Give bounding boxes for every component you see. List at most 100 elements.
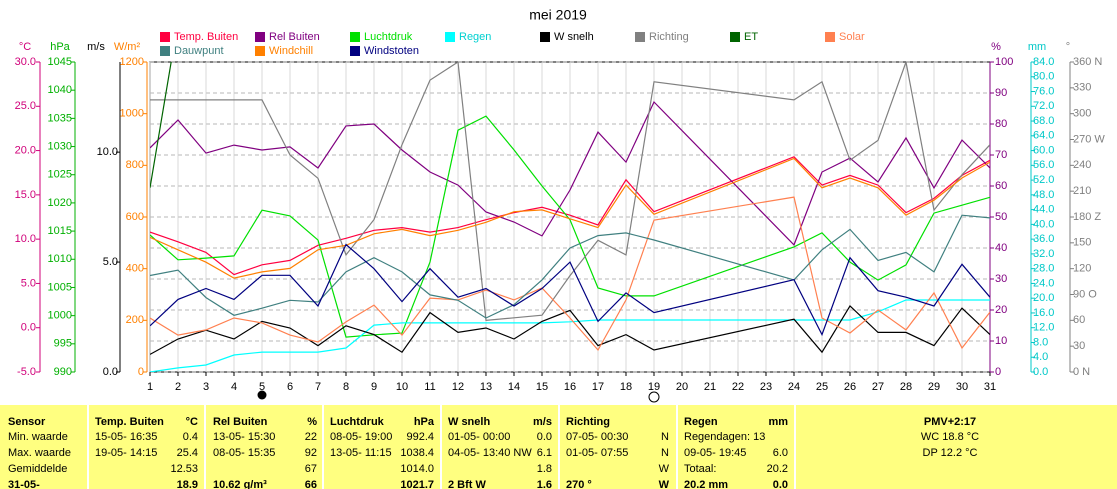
table-cell: Gemiddelde xyxy=(8,463,67,475)
x-tick-label: 17 xyxy=(592,381,604,393)
series-line xyxy=(150,305,990,355)
y-tick-label: 84.0 xyxy=(1033,56,1054,68)
y-tick-label: 330 xyxy=(1073,82,1091,94)
legend-label: Regen xyxy=(459,31,491,43)
y-tick-label: 64.0 xyxy=(1033,130,1054,142)
table-cell: DP 12.2 °C xyxy=(923,447,978,459)
table-cell: 1.8 xyxy=(537,463,552,475)
x-tick-label: 15 xyxy=(536,381,548,393)
table-cell: 04-05- 13:40 NW xyxy=(448,447,532,459)
y-tick-label: 68.0 xyxy=(1033,115,1054,127)
table-cell: Regendagen: 13 xyxy=(684,431,765,443)
legend-swatch xyxy=(350,46,360,56)
table-cell: 13-05- 15:30 xyxy=(213,431,275,443)
y-tick-label: 32.0 xyxy=(1033,248,1054,260)
axis-unit: hPa xyxy=(50,41,70,53)
y-tick-label: 300 xyxy=(1073,108,1091,120)
table-cell: Totaal: xyxy=(684,463,716,475)
y-tick-label: 60 xyxy=(995,180,1007,192)
table-cell: m/s xyxy=(533,416,552,428)
x-tick-label: 3 xyxy=(203,381,209,393)
x-tick-label: 2 xyxy=(175,381,181,393)
y-tick-label: 240 xyxy=(1073,159,1091,171)
y-tick-label: 40 xyxy=(995,242,1007,254)
y-tick-label: 12.0 xyxy=(1033,322,1054,334)
table-separators xyxy=(87,405,796,489)
y-tick-label: 1005 xyxy=(48,281,72,293)
table-cell: N xyxy=(661,447,669,459)
series-line xyxy=(150,214,990,319)
legend-swatch xyxy=(730,32,740,42)
table-cell: 12.53 xyxy=(170,463,198,475)
legend-label: Solar xyxy=(839,31,865,43)
table-cell: N xyxy=(661,431,669,443)
legend-swatch xyxy=(350,32,360,42)
table-cell: 1038.4 xyxy=(400,447,434,459)
table-cell: °C xyxy=(186,416,198,428)
legend-swatch xyxy=(255,32,265,42)
y-tick-label: 20.0 xyxy=(1033,292,1054,304)
legend-swatch xyxy=(255,46,265,56)
y-tick-label: 1200 xyxy=(120,56,144,68)
x-tick-label: 22 xyxy=(732,381,744,393)
table-cell: 22 xyxy=(305,431,317,443)
x-tick-label: 4 xyxy=(231,381,237,393)
table-cell: 18.9 xyxy=(177,479,198,489)
legend-swatch xyxy=(635,32,645,42)
table-cell: 0.0 xyxy=(537,431,552,443)
legend-label: Windchill xyxy=(269,45,313,57)
axis-unit: ° xyxy=(1066,41,1070,53)
y-tick-label: 0.0 xyxy=(103,366,118,378)
y-tick-label: 30 xyxy=(995,273,1007,285)
y-tick-label: 995 xyxy=(54,338,72,350)
y-tick-label: 20.0 xyxy=(15,144,36,156)
table-cell: 0.4 xyxy=(183,431,198,443)
y-tick-label: 0.0 xyxy=(21,322,36,334)
table-cell: 09-05- 19:45 xyxy=(684,447,746,459)
x-tick-label: 26 xyxy=(844,381,856,393)
axis-unit: m/s xyxy=(87,41,105,53)
y-tick-label: 1015 xyxy=(48,225,72,237)
y-tick-label: 180 Z xyxy=(1073,211,1101,223)
y-tick-label: 44.0 xyxy=(1033,204,1054,216)
legend-swatch xyxy=(540,32,550,42)
y-tick-label: 24.0 xyxy=(1033,277,1054,289)
table-cell: 01-05- 07:55 xyxy=(566,447,628,459)
y-tick-label: 0 xyxy=(138,366,144,378)
legend-label: ET xyxy=(744,31,758,43)
y-tick-label: 52.0 xyxy=(1033,174,1054,186)
table-cell: 01-05- 00:00 xyxy=(448,431,510,443)
table-cell: 270 ° xyxy=(566,479,592,489)
x-tick-label: 25 xyxy=(816,381,828,393)
y-tick-label: 1035 xyxy=(48,112,72,124)
y-tick-label: 1045 xyxy=(48,56,72,68)
y-tick-label: 30 xyxy=(1073,340,1085,352)
y-tick-label: 0 xyxy=(995,366,1001,378)
axis-unit: % xyxy=(991,41,1001,53)
legend-label: Luchtdruk xyxy=(364,31,413,43)
legend-swatch xyxy=(445,32,455,42)
y-tick-label: 1000 xyxy=(48,310,72,322)
axis-unit: °C xyxy=(19,41,31,53)
y-tick-label: 80.0 xyxy=(1033,71,1054,83)
legend-label: Richting xyxy=(649,31,689,43)
table-cell: Rel Buiten xyxy=(213,416,268,428)
x-tick-label: 13 xyxy=(480,381,492,393)
legend-label: Windstoten xyxy=(364,45,419,57)
table-cell: Regen xyxy=(684,416,718,428)
x-tick-label: 9 xyxy=(371,381,377,393)
legend-swatch xyxy=(825,32,835,42)
legend-label: Rel Buiten xyxy=(269,31,320,43)
axis-unit: mm xyxy=(1028,41,1046,53)
y-tick-label: 1020 xyxy=(48,197,72,209)
y-tick-label: 270 W xyxy=(1073,133,1105,145)
x-tick-label: 16 xyxy=(564,381,576,393)
y-tick-label: 10.0 xyxy=(15,233,36,245)
table-cell: % xyxy=(307,416,317,428)
y-tick-label: 15.0 xyxy=(15,189,36,201)
series-line xyxy=(150,62,172,188)
y-tick-label: 1030 xyxy=(48,140,72,152)
x-tick-label: 11 xyxy=(424,381,435,393)
y-tick-label: 1040 xyxy=(48,84,72,96)
chart-title: mei 2019 xyxy=(529,7,587,23)
